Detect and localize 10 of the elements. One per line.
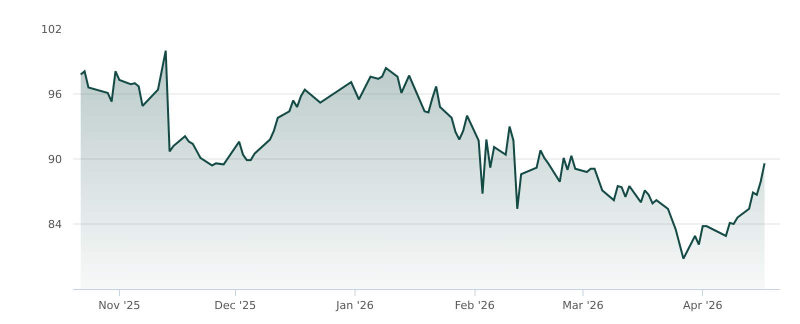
y-tick-label: 102 [41,22,62,36]
x-tick-label: Jan '26 [335,299,374,312]
x-tick-label: Mar '26 [562,299,604,312]
x-tick-label: Dec '25 [214,299,256,312]
y-tick-label: 96 [48,88,62,101]
x-tick-label: Apr '26 [682,299,723,312]
y-tick-label: 84 [48,218,62,231]
x-tick-label: Nov '25 [98,299,140,312]
y-tick-label: 90 [48,152,62,166]
x-tick-label: Feb '26 [454,299,495,312]
